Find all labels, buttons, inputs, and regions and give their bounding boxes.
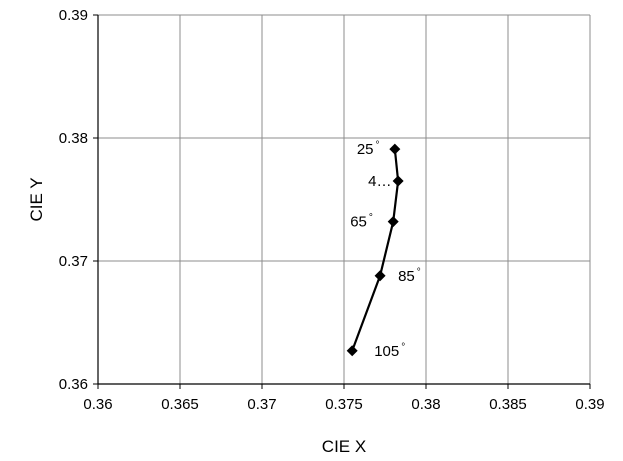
data-point	[387, 216, 399, 228]
y-tick-label: 0.37	[59, 253, 88, 270]
y-tick-label: 0.36	[59, 376, 88, 393]
data-label: 85 °	[398, 267, 421, 285]
series	[346, 143, 404, 357]
x-axis-title: CIE X	[322, 437, 366, 456]
x-tick-label: 0.365	[161, 396, 199, 413]
x-tick-label: 0.38	[411, 396, 440, 413]
data-point	[392, 175, 404, 187]
data-label: 4…	[368, 173, 391, 190]
y-axis-title: CIE Y	[27, 177, 46, 221]
x-tick-label: 0.39	[575, 396, 604, 413]
data-label: 105 °	[374, 342, 405, 360]
x-tick-label: 0.385	[489, 396, 527, 413]
y-tick-label: 0.38	[59, 130, 88, 147]
data-point	[389, 143, 401, 155]
x-tick-label: 0.37	[247, 396, 276, 413]
data-point	[346, 345, 358, 357]
x-tick-label: 0.36	[83, 396, 112, 413]
gridlines	[97, 14, 591, 385]
data-point	[374, 270, 386, 282]
data-label: 25 °	[357, 140, 380, 158]
y-tick-label: 0.39	[59, 7, 88, 24]
axes	[93, 14, 591, 389]
tick-labels: 0.36 0.365 0.37 0.375 0.38 0.385 0.39 0.36 0.37 0…	[59, 7, 605, 413]
x-tick-label: 0.375	[325, 396, 363, 413]
point-labels: 25 ° 4… 65 ° 85 ° 105 °	[350, 140, 421, 360]
data-label: 65 °	[350, 213, 373, 231]
